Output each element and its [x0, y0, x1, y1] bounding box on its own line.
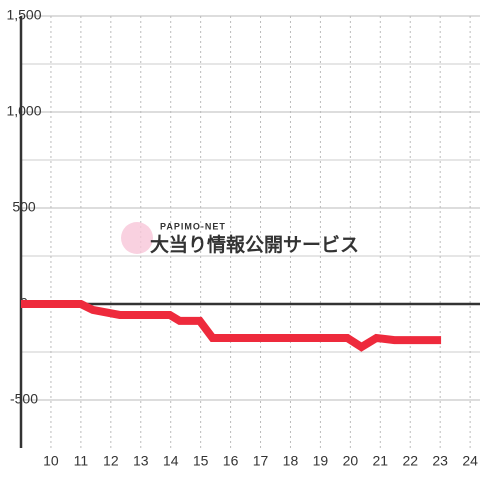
x-tick-label: 10: [43, 453, 59, 469]
x-tick-label: 12: [103, 453, 119, 469]
x-tick-label: 16: [223, 453, 239, 469]
watermark-brand: PAPIMO-NET: [160, 221, 226, 231]
y-tick-label: 500: [12, 199, 36, 215]
y-tick-label: 1,500: [6, 7, 41, 23]
y-tick-label: 1,000: [6, 103, 41, 119]
x-tick-label: 23: [432, 453, 448, 469]
watermark-text: 大当り情報公開サービス: [150, 233, 359, 256]
x-tick-label: 20: [343, 453, 359, 469]
data-line: [21, 300, 442, 352]
x-tick-label: 13: [133, 453, 149, 469]
y-tick-label: -500: [10, 391, 38, 407]
x-tick-label: 19: [313, 453, 329, 469]
x-tick-label: 18: [283, 453, 299, 469]
watermark-icon: [121, 222, 153, 254]
x-tick-label: 15: [193, 453, 209, 469]
x-tick-label: 14: [163, 453, 179, 469]
x-tick-label: 21: [373, 453, 389, 469]
x-tick-label: 22: [402, 453, 418, 469]
x-tick-label: 17: [253, 453, 269, 469]
x-tick-label: 24: [462, 453, 478, 469]
x-tick-label: 11: [74, 453, 89, 469]
